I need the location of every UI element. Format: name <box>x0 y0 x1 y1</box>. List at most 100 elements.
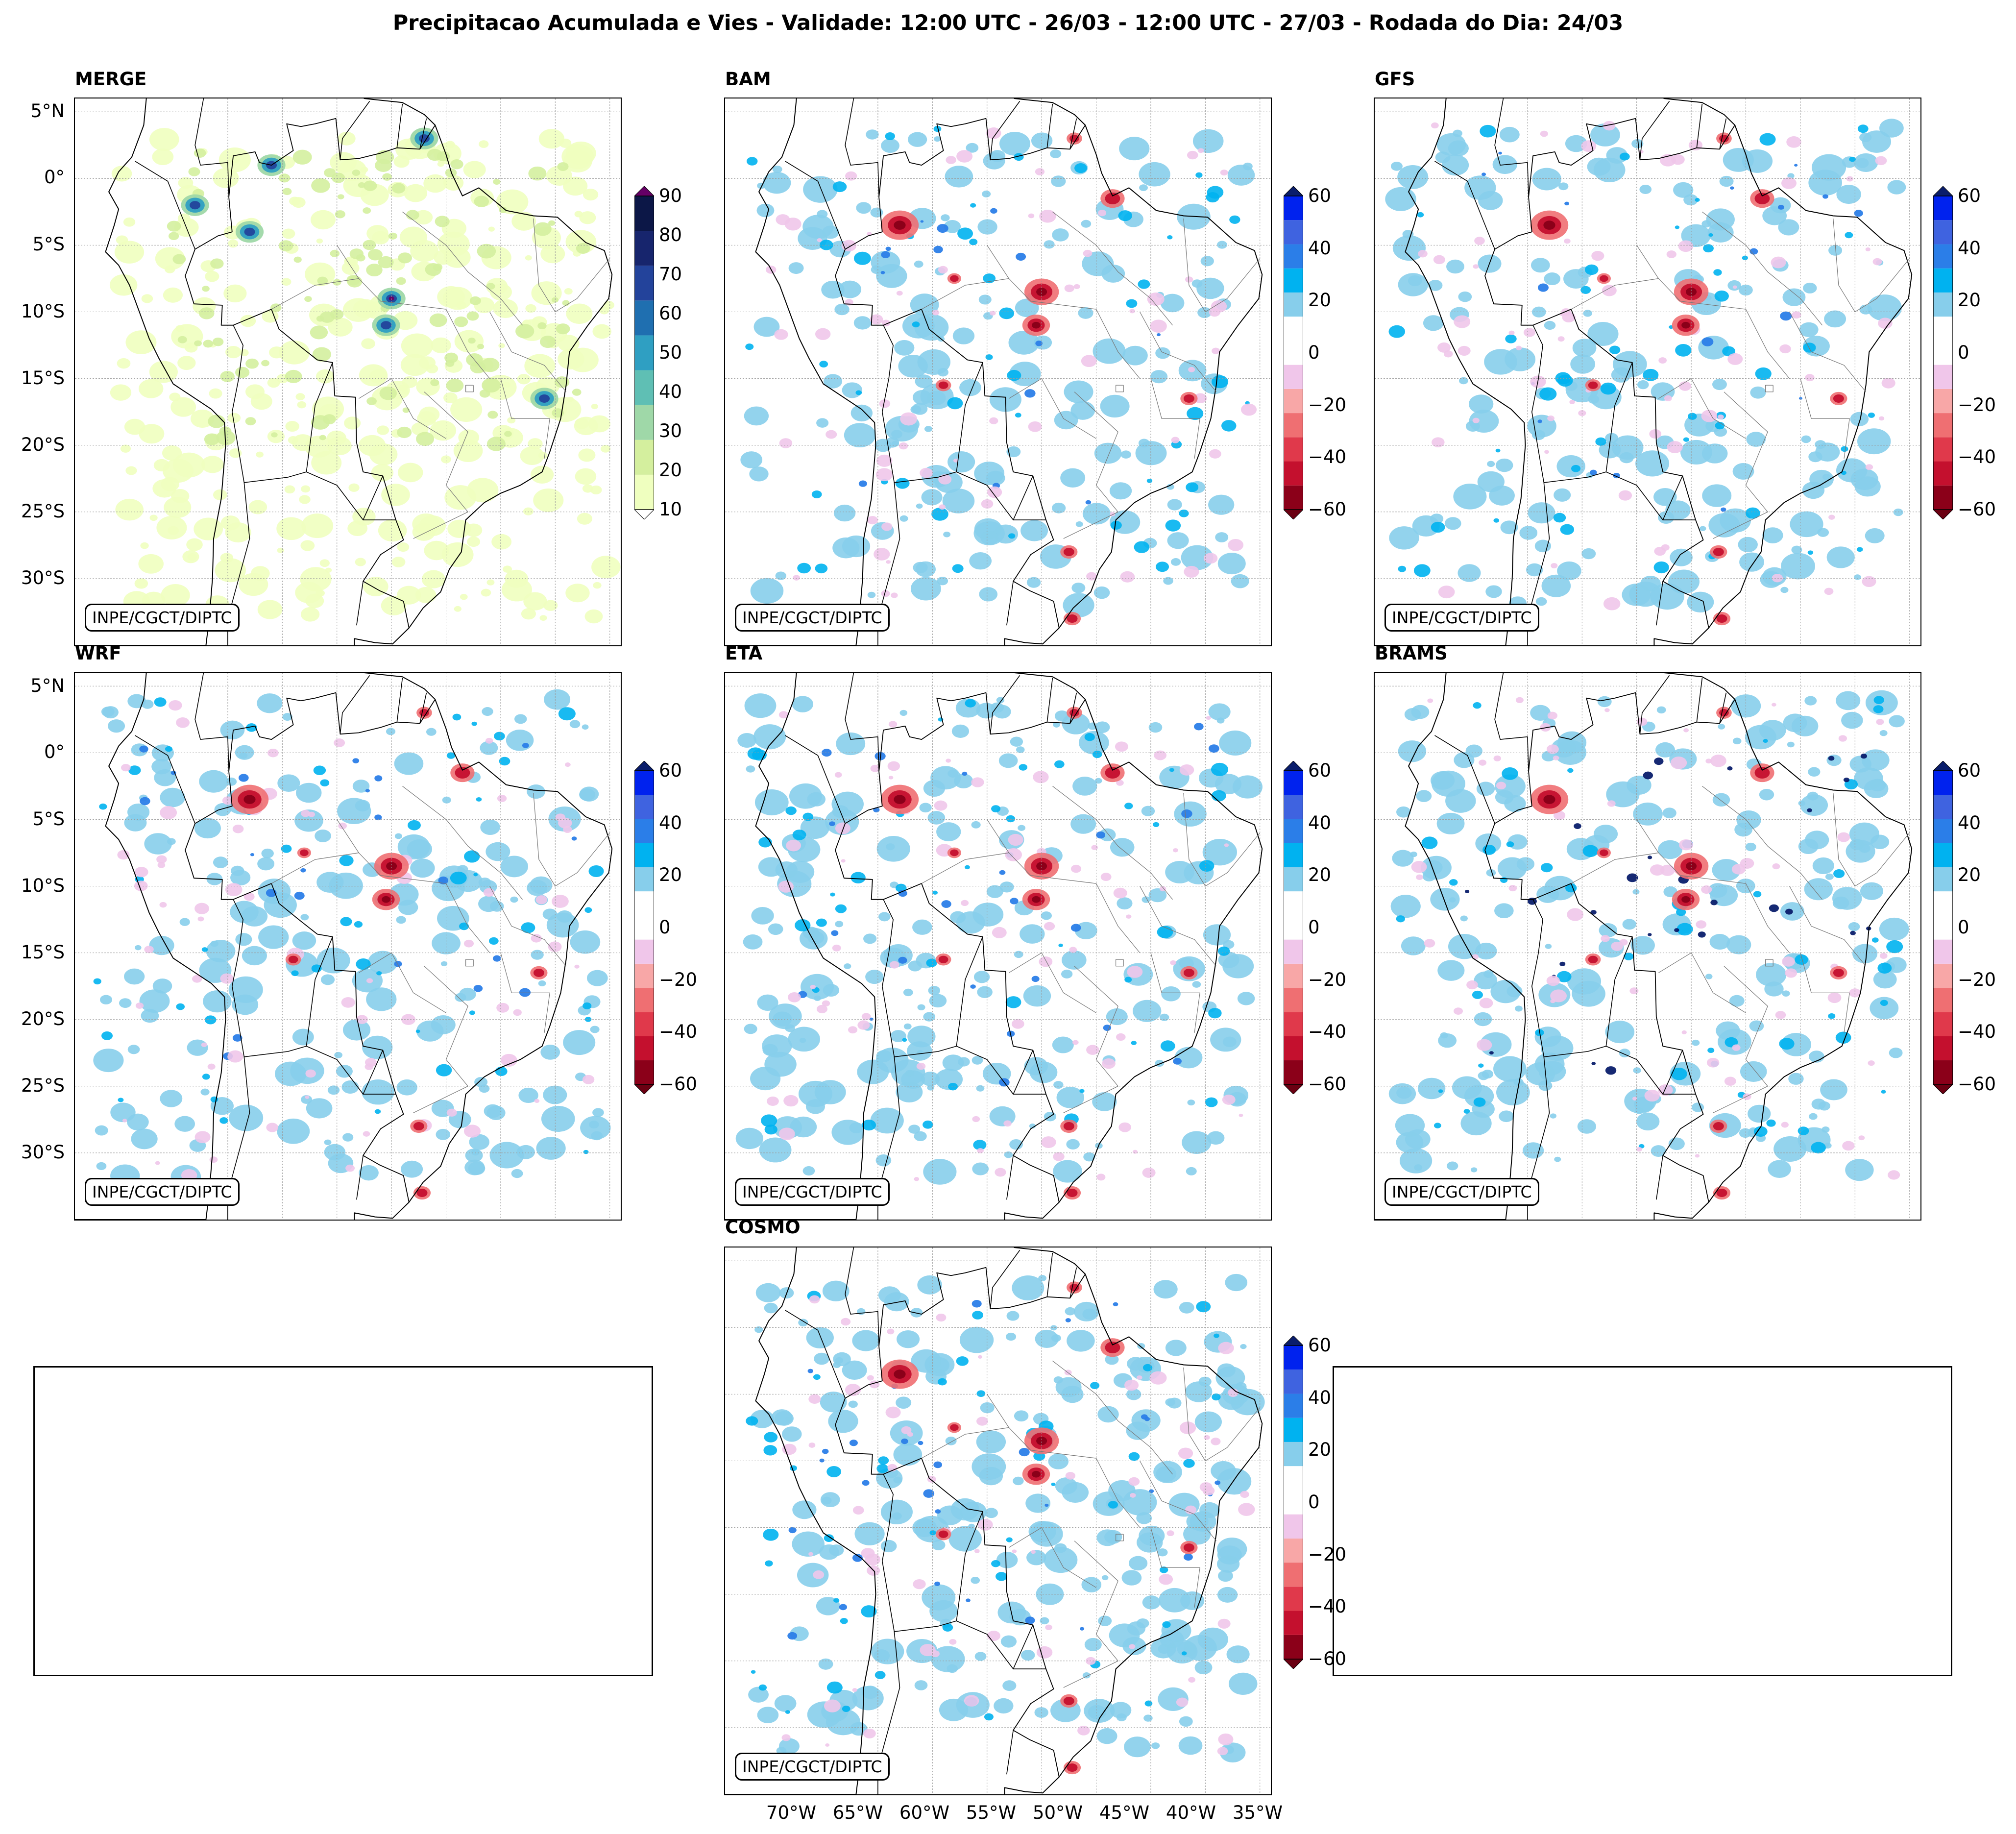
country-border <box>990 1249 1020 1309</box>
precip-cell <box>1120 450 1132 459</box>
precip-cell <box>359 1165 379 1181</box>
precip-cell <box>489 1142 524 1169</box>
country-border <box>1656 1155 1663 1200</box>
precip-cell <box>1530 705 1551 721</box>
colorbar-segment <box>1284 1012 1303 1036</box>
precip-cell <box>1126 1421 1150 1440</box>
precip-cell <box>1000 1635 1017 1648</box>
precip-cell <box>1401 936 1426 955</box>
precip-cell <box>102 706 119 719</box>
precip-cell <box>382 173 392 181</box>
precip-cell <box>1790 511 1823 538</box>
precip-cell <box>1110 520 1122 530</box>
precip-cell <box>1157 1548 1168 1557</box>
precip-cell <box>1719 175 1734 187</box>
state-border <box>489 312 567 392</box>
country-border <box>419 118 427 149</box>
precip-cell <box>1683 728 1689 733</box>
precip-cell <box>801 974 834 1000</box>
precip-cell <box>239 349 249 357</box>
precip-cell <box>890 1030 906 1042</box>
colorbar-label: −20 <box>1958 969 1996 990</box>
colorbar-segment <box>634 335 654 370</box>
precip-cell <box>440 961 448 967</box>
precip-cell <box>1600 849 1608 856</box>
precip-cell <box>592 324 611 339</box>
precip-cell <box>1742 255 1748 261</box>
precip-cell <box>1637 380 1649 390</box>
precip-cell <box>337 798 371 825</box>
precip-cell <box>1597 696 1612 708</box>
state-border <box>921 852 1009 884</box>
precip-cell <box>1472 417 1480 423</box>
lat-tick: 30°S <box>21 567 65 588</box>
precip-cell <box>1526 563 1543 577</box>
state-border <box>1800 953 1850 1033</box>
precip-cell <box>125 330 157 354</box>
precip-cell <box>1198 1376 1212 1387</box>
precip-cell <box>802 812 814 821</box>
precip-cell <box>1654 758 1664 765</box>
precip-cell <box>1782 990 1790 997</box>
precip-cell <box>1671 1068 1687 1080</box>
precip-cell <box>1217 1468 1252 1495</box>
precip-cell <box>959 1326 994 1353</box>
precip-cell <box>764 1302 778 1314</box>
precip-cell <box>1051 502 1066 514</box>
precip-cell <box>1753 891 1762 898</box>
precip-cell <box>1015 413 1021 418</box>
precip-cell <box>312 396 344 421</box>
precip-cell <box>927 811 946 825</box>
precip-cell <box>1771 256 1786 269</box>
precip-cell <box>1595 437 1606 446</box>
precip-cell <box>319 435 326 440</box>
precip-cell <box>1713 1122 1724 1130</box>
precip-cell <box>1473 1097 1486 1107</box>
precip-cell <box>417 411 436 426</box>
precip-cell <box>1392 850 1414 867</box>
precip-cell <box>99 995 112 1004</box>
precip-cell <box>441 455 451 464</box>
precip-cell <box>977 219 997 235</box>
precip-cell <box>1216 241 1227 249</box>
precip-cell <box>1808 767 1821 777</box>
colorbar-segment <box>1284 891 1303 916</box>
precip-cell <box>226 777 237 786</box>
precip-cell <box>927 1476 936 1483</box>
state-border <box>1183 218 1228 313</box>
colorbar-segment <box>1284 244 1303 269</box>
precip-cell <box>1500 520 1518 535</box>
precip-cell <box>1493 518 1500 523</box>
precip-cell <box>1199 1482 1213 1492</box>
precip-cell <box>880 1540 897 1553</box>
precip-cell <box>1436 812 1465 834</box>
precip-cell <box>278 240 293 252</box>
precip-cell <box>888 721 898 728</box>
precip-cell <box>1681 1030 1687 1034</box>
precip-cell <box>138 554 164 574</box>
colorbar-segment <box>1284 988 1303 1012</box>
precip-cell <box>1580 286 1591 294</box>
precip-cell <box>974 1652 987 1661</box>
colorbar-segment <box>1933 915 1953 940</box>
precip-cell <box>484 1104 502 1118</box>
precip-cell <box>1146 478 1153 483</box>
colorbar-label: 70 <box>659 264 682 285</box>
precip-cell <box>1473 702 1482 709</box>
precip-cell <box>1822 1126 1830 1133</box>
precip-cell <box>996 1551 1018 1568</box>
precip-cell <box>139 424 165 444</box>
precip-cell <box>1738 537 1758 553</box>
precip-cell <box>1546 744 1559 754</box>
precip-cell <box>1651 1145 1666 1157</box>
precip-cell <box>220 720 245 740</box>
precip-cell <box>965 865 970 870</box>
precip-cell <box>1664 395 1672 401</box>
precip-cell <box>1185 1505 1197 1515</box>
precip-cell <box>1169 768 1174 772</box>
precip-cell <box>194 148 206 158</box>
precip-cell <box>1879 730 1888 736</box>
colorbar-label: 40 <box>1308 1387 1332 1408</box>
colorbar-segment <box>1933 939 1953 964</box>
precip-cell <box>820 1492 840 1508</box>
